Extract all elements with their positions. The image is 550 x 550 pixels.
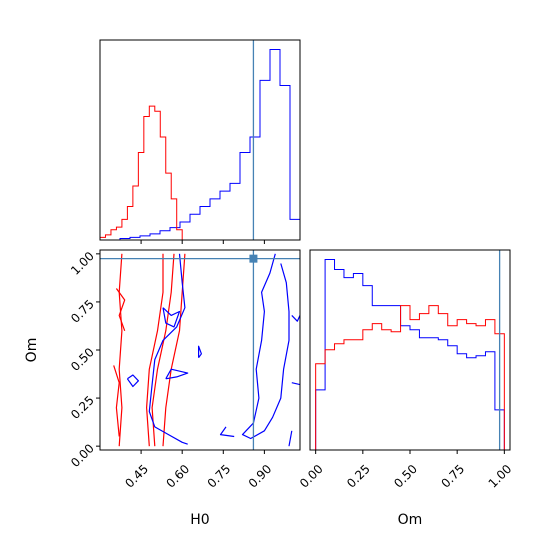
contour-red [113,365,120,437]
h0-om-contour-panel: 0.45 0.60 0.75 0.90 0.00 0.25 0.50 0.75 1.00 [68,249,301,491]
contour-blue [198,345,202,359]
y-tick-label: 0.50 [68,345,97,374]
x-tick-label: 0.75 [205,462,234,491]
contour-red [115,288,126,332]
contour-blue [162,307,181,328]
x-axis-label-om: Om [398,512,423,528]
x-axis-label-h0: H0 [190,512,209,528]
contour-blue [126,374,139,388]
x-tick-label: 0.90 [246,462,275,491]
contour-blue [291,314,300,322]
y-axis-label-om: Om [24,338,40,363]
histogram-red [99,105,188,241]
x-tick-label: 0.45 [122,462,151,491]
histogram-blue [100,49,301,241]
contour-red [118,253,123,447]
contour-red [146,253,164,447]
x-tick-label: 0.75 [438,462,467,491]
om-marginal-histogram: 0.00 0.25 0.50 0.75 1.00 [297,249,515,491]
contour-blue [291,382,300,386]
contour-blue [165,368,189,380]
histogram-red [315,305,505,450]
contour-red [151,253,175,447]
contour-blue [241,253,290,440]
histogram-blue [315,259,505,450]
x-tick-label: 1.00 [486,462,515,491]
contour-blue [148,253,188,445]
y-tick-label: 0.75 [68,297,97,326]
contour-blue [288,430,293,447]
truth-marker [249,254,258,263]
x-tick-label: 0.50 [391,462,420,491]
h0-marginal-histogram [99,39,301,244]
axes-frame [309,249,511,451]
axes-frame [99,39,301,241]
contour-blue [219,426,235,438]
x-tick-label: 0.60 [163,462,192,491]
x-tick-label: 0.25 [344,462,373,491]
y-tick-label: 1.00 [68,249,97,278]
contour-group [100,250,300,450]
y-tick-label: 0.00 [68,441,97,470]
x-tick-label: 0.00 [297,462,326,491]
y-tick-label: 0.25 [68,393,97,422]
